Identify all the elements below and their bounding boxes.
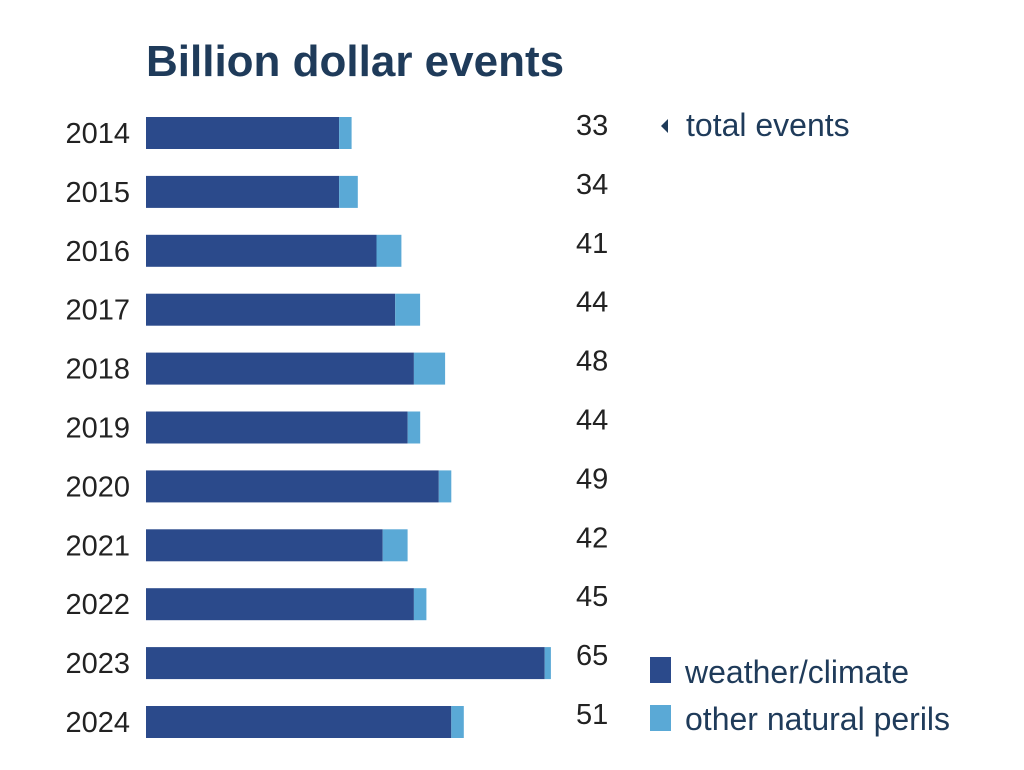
- year-labels: 2014 2015 2016 2017 2018 2019 2020 2021 2022 2023…: [65, 118, 130, 739]
- bar-2020-weather-climate: [146, 470, 439, 503]
- year-label-2021: 2021: [65, 530, 130, 562]
- year-label-2014: 2014: [65, 118, 130, 150]
- year-label-2016: 2016: [65, 236, 130, 268]
- total-label-2023: 65: [576, 640, 608, 672]
- bar-2015-other-natural-perils: [339, 175, 358, 208]
- bar-2019-other-natural-perils: [407, 411, 421, 444]
- bar-2020-other-natural-perils: [438, 470, 452, 503]
- bar-2024-weather-climate: [146, 706, 452, 738]
- year-label-2019: 2019: [65, 413, 130, 445]
- bar-2021-other-natural-perils: [382, 529, 408, 562]
- bar-2014-other-natural-perils: [339, 117, 352, 149]
- bar-2018-other-natural-perils: [413, 352, 446, 385]
- total-label-2015: 34: [576, 169, 608, 201]
- bar-2019-weather-climate: [146, 411, 408, 444]
- legend-label-weather-climate: weather/climate: [684, 654, 909, 690]
- bar-2017-weather-climate: [146, 293, 396, 326]
- bar-2023-other-natural-perils: [544, 647, 551, 680]
- bar-2016-other-natural-perils: [376, 234, 402, 267]
- total-label-2019: 44: [576, 405, 608, 437]
- total-label-2024: 51: [576, 699, 608, 731]
- bar-2015-weather-climate: [146, 175, 340, 208]
- year-label-2015: 2015: [65, 177, 130, 209]
- year-label-2023: 2023: [65, 648, 130, 680]
- bar-2022-other-natural-perils: [413, 588, 427, 621]
- total-events-annotation: total events: [686, 107, 850, 143]
- legend-swatch-other-natural-perils: [650, 705, 671, 731]
- total-label-2021: 42: [576, 522, 608, 554]
- bar-2016-weather-climate: [146, 234, 377, 267]
- bar-2023-weather-climate: [146, 647, 545, 680]
- total-labels: 33 34 41 44 48 44 49 42 45 65 51: [576, 110, 608, 731]
- bar-2021-weather-climate: [146, 529, 383, 562]
- year-label-2017: 2017: [65, 295, 130, 327]
- year-label-2022: 2022: [65, 589, 130, 621]
- year-label-2018: 2018: [65, 354, 130, 386]
- caret-left-icon: [661, 119, 668, 133]
- total-label-2020: 49: [576, 463, 608, 495]
- year-label-2020: 2020: [65, 471, 130, 503]
- bar-2018-weather-climate: [146, 352, 414, 385]
- bar-2024-other-natural-perils: [451, 706, 464, 738]
- chart-title: Billion dollar events: [146, 37, 564, 86]
- legend-swatch-weather-climate: [650, 657, 671, 683]
- bar-2022-weather-climate: [146, 588, 414, 621]
- total-label-2017: 44: [576, 287, 608, 319]
- year-label-2024: 2024: [65, 707, 130, 739]
- total-label-2018: 48: [576, 346, 608, 378]
- bar-group: [146, 117, 551, 738]
- total-label-2022: 45: [576, 581, 608, 613]
- total-label-2016: 41: [576, 228, 608, 260]
- legend-label-other-natural-perils: other natural perils: [685, 701, 950, 737]
- bar-2017-other-natural-perils: [395, 293, 421, 326]
- bar-2014-weather-climate: [146, 117, 340, 149]
- total-label-2014: 33: [576, 110, 608, 142]
